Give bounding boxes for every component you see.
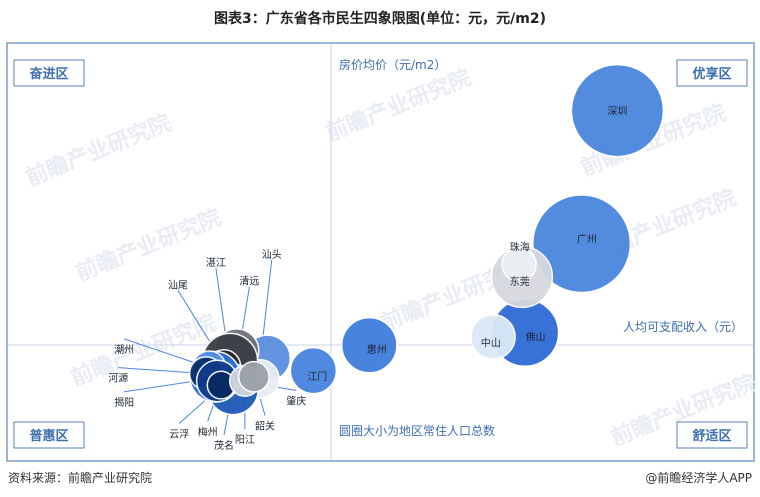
city-label-揭阳: 揭阳 xyxy=(114,396,134,409)
quadrant-label-top-right: 优享区 xyxy=(676,59,748,87)
bubble-size-note: 圆圈大小为地区常住人口总数 xyxy=(339,423,495,438)
city-label-潮州: 潮州 xyxy=(114,343,134,356)
city-label-深圳: 深圳 xyxy=(607,106,627,118)
city-label-广州: 广州 xyxy=(577,234,597,246)
city-label-阳江: 阳江 xyxy=(235,434,255,446)
x-axis-label: 人均可支配收入（元） xyxy=(623,320,743,334)
bubble-珠海 xyxy=(501,246,537,283)
quadrant-text-bottom-left: 普惠区 xyxy=(29,428,68,444)
city-label-湛江: 湛江 xyxy=(206,257,226,269)
city-label-肇庆: 肇庆 xyxy=(286,395,306,408)
quadrant-text-bottom-right: 舒适区 xyxy=(692,428,731,444)
bubble-江门 xyxy=(289,346,338,395)
city-label-梅州: 梅州 xyxy=(198,425,218,438)
bubbles xyxy=(188,63,665,416)
quadrant-label-bottom-right: 舒适区 xyxy=(676,421,748,449)
city-label-河源: 河源 xyxy=(108,372,128,385)
city-label-韶关: 韶关 xyxy=(255,420,275,433)
leader-line-潮州 xyxy=(124,338,206,367)
city-label-中山: 中山 xyxy=(481,336,501,349)
city-label-汕头: 汕头 xyxy=(262,249,282,261)
bubble-广州 xyxy=(532,194,632,294)
bubble-韶关 xyxy=(237,360,270,393)
quadrant-label-top-left: 奋进区 xyxy=(13,59,85,87)
city-label-珠海: 珠海 xyxy=(510,241,530,254)
city-label-云浮: 云浮 xyxy=(169,428,189,440)
city-label-清远: 清远 xyxy=(239,275,259,288)
city-label-佛山: 佛山 xyxy=(526,330,546,343)
city-label-惠州: 惠州 xyxy=(367,343,387,356)
bubble-深圳 xyxy=(570,63,665,158)
city-label-东莞: 东莞 xyxy=(510,275,530,288)
bubble-惠州 xyxy=(340,316,398,374)
chart-title: 图表3：广东省各市民生四象限图(单位：元，元/m2) xyxy=(214,11,546,27)
city-label-汕尾: 汕尾 xyxy=(168,279,188,291)
chart-area: 前瞻产业研究院 前瞻产业研究院 前瞻产业研究院 前瞻产业研究院 前瞻产业研究院 前瞻产业研… xyxy=(6,42,755,462)
source-note: 资料来源：前瞻产业研究院 xyxy=(8,471,153,485)
brand-credit: @前瞻经济学人APP xyxy=(645,471,752,485)
city-label-茂名: 茂名 xyxy=(214,439,234,452)
bubble-中山 xyxy=(470,314,516,360)
city-label-江门: 江门 xyxy=(307,370,327,383)
quadrant-label-bottom-left: 普惠区 xyxy=(13,421,85,449)
y-axis-label: 房价均价（元/m2） xyxy=(339,57,446,72)
quadrant-text-top-right: 优享区 xyxy=(692,66,731,82)
quadrant-text-top-left: 奋进区 xyxy=(28,66,68,82)
